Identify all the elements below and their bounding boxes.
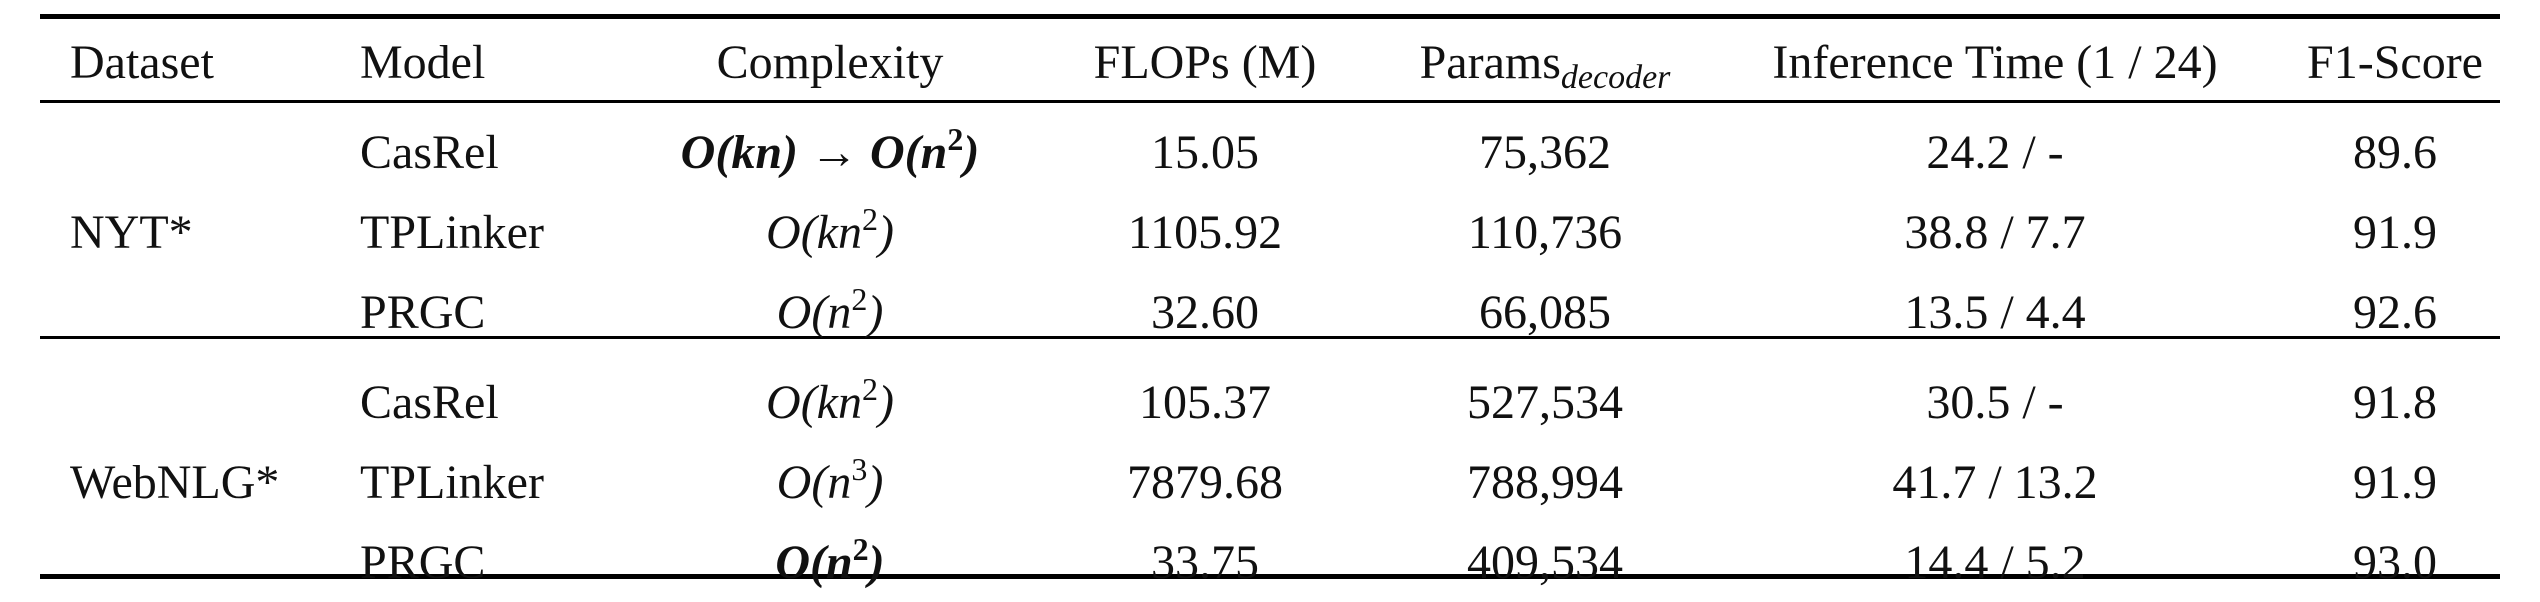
complexity-text: O(kn <box>766 375 862 429</box>
complexity-cell: O(kn) → O(n2) <box>610 112 1050 192</box>
f1-cell: 91.9 <box>2353 455 2437 509</box>
model-cell: CasRel <box>360 125 499 179</box>
complexity-cell: O(n2) <box>610 272 1050 352</box>
flops-cell: 33.75 <box>1151 535 1259 589</box>
complexity-exponent: 2 <box>852 530 869 567</box>
f1-cell: 91.9 <box>2353 205 2437 259</box>
header-inference-time: Inference Time (1 / 24) <box>1772 35 2218 89</box>
params-cell: 409,534 <box>1467 535 1623 589</box>
group-separator-rule <box>40 336 2500 339</box>
inference-cell: 30.5 / - <box>1926 375 2064 429</box>
complexity-exponent: 2 <box>861 200 878 237</box>
params-cell: 66,085 <box>1479 285 1611 339</box>
inference-cell: 14.4 / 5.2 <box>1904 535 2086 589</box>
table-row: WebNLG* CasRel O(kn2) 105.37 527,534 30.… <box>40 362 2530 509</box>
complexity-text: O(kn) → O(n <box>680 125 948 179</box>
params-cell: 527,534 <box>1467 375 1623 429</box>
complexity-text: O(n <box>775 535 853 589</box>
params-cell: 75,362 <box>1479 125 1611 179</box>
complexity-text: O(n <box>776 285 852 339</box>
header-bottom-rule <box>40 100 2500 103</box>
complexity-exponent: 2 <box>947 120 964 157</box>
f1-cell: 92.6 <box>2353 285 2437 339</box>
header-params: Paramsdecoder <box>1360 22 1730 102</box>
params-cell: 788,994 <box>1467 455 1623 509</box>
model-cell: TPLinker <box>360 455 544 509</box>
inference-cell: 24.2 / - <box>1926 125 2064 179</box>
model-cell: TPLinker <box>360 205 544 259</box>
inference-cell: 13.5 / 4.4 <box>1904 285 2086 339</box>
complexity-close: ) <box>867 455 884 509</box>
model-cell: PRGC <box>360 535 486 589</box>
complexity-cell: O(kn2) <box>610 192 1050 272</box>
complexity-close: ) <box>877 375 894 429</box>
table-top-rule <box>40 14 2500 19</box>
complexity-cell: O(kn2) <box>610 362 1050 442</box>
flops-cell: 1105.92 <box>1127 205 1283 259</box>
complexity-cell: O(n3) <box>610 442 1050 522</box>
complexity-cell: O(n2) <box>610 522 1050 602</box>
inference-cell: 41.7 / 13.2 <box>1892 455 2098 509</box>
complexity-text: O(kn <box>766 205 862 259</box>
header-f1-score: F1-Score <box>2307 35 2483 89</box>
model-cell: PRGC <box>360 285 486 339</box>
complexity-close: ) <box>963 125 980 179</box>
f1-cell: 93.0 <box>2353 535 2437 589</box>
table-row: TPLinker O(n3) 7879.68 788,994 41.7 / 13… <box>40 442 2530 522</box>
header-model: Model <box>360 35 486 89</box>
flops-cell: 7879.68 <box>1127 455 1283 509</box>
header-params-base: Params <box>1419 35 1561 89</box>
flops-cell: 15.05 <box>1151 125 1259 179</box>
flops-cell: 32.60 <box>1151 285 1259 339</box>
table-row: NYT* CasRel O(kn) → O(n2) 15.05 75,362 2… <box>40 112 2530 259</box>
dataset-label-nyt: NYT* <box>70 205 193 259</box>
results-table: Dataset Model Complexity FLOPs (M) Param… <box>40 22 2530 602</box>
inference-cell: 38.8 / 7.7 <box>1904 205 2086 259</box>
header-row: Dataset Model Complexity FLOPs (M) Param… <box>40 22 2530 102</box>
table-row: PRGC O(n2) 32.60 66,085 13.5 / 4.4 92.6 <box>40 272 2530 352</box>
f1-cell: 89.6 <box>2353 125 2437 179</box>
table-row: PRGC O(n2) 33.75 409,534 14.4 / 5.2 93.0 <box>40 522 2530 602</box>
header-flops: FLOPs (M) <box>1093 35 1317 89</box>
complexity-close: ) <box>877 205 894 259</box>
complexity-exponent: 2 <box>861 370 878 407</box>
flops-cell: 105.37 <box>1139 375 1271 429</box>
f1-cell: 91.8 <box>2353 375 2437 429</box>
dataset-label-webnlg: WebNLG* <box>70 455 280 509</box>
header-complexity: Complexity <box>716 35 944 89</box>
model-cell: CasRel <box>360 375 499 429</box>
complexity-exponent: 3 <box>851 450 868 487</box>
header-dataset: Dataset <box>70 35 214 89</box>
complexity-exponent: 2 <box>851 280 868 317</box>
complexity-close: ) <box>868 535 885 589</box>
complexity-close: ) <box>867 285 884 339</box>
complexity-text: O(n <box>776 455 852 509</box>
table-row: TPLinker O(kn2) 1105.92 110,736 38.8 / 7… <box>40 192 2530 272</box>
params-cell: 110,736 <box>1467 205 1623 259</box>
header-params-subscript: decoder <box>1560 58 1671 96</box>
table-bottom-rule <box>40 574 2500 579</box>
